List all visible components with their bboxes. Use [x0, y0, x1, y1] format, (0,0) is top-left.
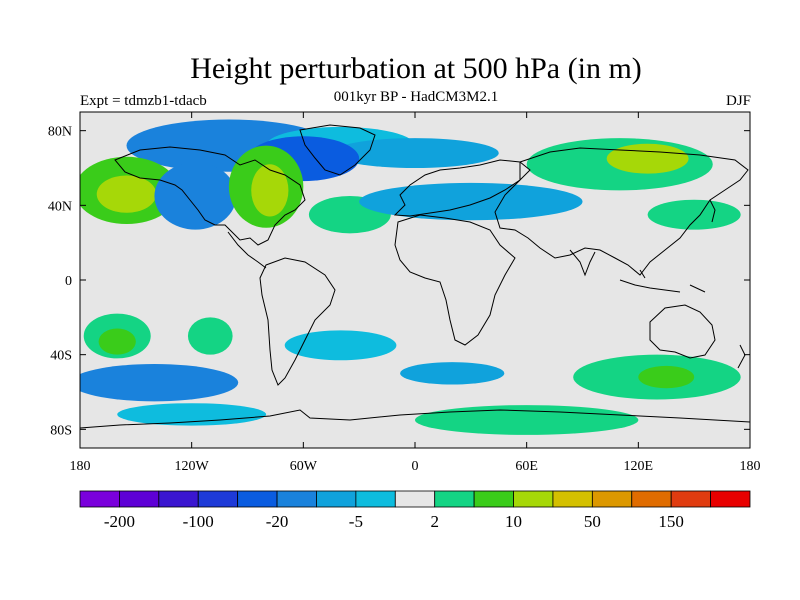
longitude-axis: 180 120W 60W 0 60E 120E 180 — [70, 112, 761, 474]
anomaly-region-21 — [638, 365, 695, 389]
colorbar-swatch-2 — [158, 490, 199, 508]
colorbar-swatch-14 — [631, 490, 672, 508]
anomaly-fields — [80, 119, 741, 435]
lon-tick-label-6: 180 — [740, 459, 761, 474]
colorbar-label-0: -200 — [104, 512, 135, 531]
anomaly-region-19 — [400, 362, 505, 385]
anomaly-region-5 — [96, 175, 157, 213]
colorbar: -200 -100 -20 -5 2 10 50 150 — [79, 490, 751, 531]
colorbar-swatch-7 — [355, 490, 396, 508]
coastline-asia — [494, 147, 749, 276]
anomaly-region-17 — [80, 364, 239, 402]
coastline-antarctica — [80, 409, 750, 429]
colorbar-swatch-3 — [197, 490, 239, 508]
colorbar-swatch-5 — [276, 490, 317, 508]
colorbar-label-2: -20 — [266, 512, 289, 531]
anomaly-region-22 — [415, 405, 639, 435]
coastline-japan — [709, 199, 716, 223]
colorbar-swatch-12 — [552, 490, 593, 508]
lon-tick-label-5: 120E — [624, 459, 654, 474]
colorbar-swatch-16 — [710, 490, 751, 508]
coastline-south-america — [259, 257, 336, 386]
lon-tick-label-4: 60E — [515, 459, 538, 474]
anomaly-region-6 — [154, 162, 237, 230]
coastline-india — [569, 249, 596, 277]
coastline-africa — [394, 214, 516, 346]
anomaly-region-2 — [331, 138, 499, 168]
colorbar-label-1: -100 — [183, 512, 214, 531]
colorbar-swatch-6 — [316, 490, 357, 508]
lon-tick-label-3: 0 — [412, 459, 419, 474]
anomaly-region-23 — [117, 403, 267, 426]
coastline-central-america — [227, 231, 267, 269]
anomaly-region-13 — [647, 199, 741, 230]
lat-tick-label-2: 0 — [65, 274, 72, 289]
latitude-axis: 80N 40N 0 40S 80S — [48, 125, 750, 438]
colorbar-label-6: 50 — [584, 512, 601, 531]
lon-tick-label-1: 120W — [175, 459, 210, 474]
lon-tick-label-2: 60W — [290, 459, 318, 474]
season-label: DJF — [725, 93, 751, 109]
chart-title: Height perturbation at 500 hPa (in m) — [190, 52, 642, 85]
map-plot-area — [79, 111, 751, 449]
colorbar-swatch-10 — [473, 490, 514, 508]
colorbar-swatch-11 — [513, 490, 554, 508]
lat-tick-label-4: 80S — [50, 423, 72, 438]
anomaly-region-12 — [606, 143, 689, 174]
coastline-indonesia — [619, 269, 706, 293]
chart-subtitle: 001kyr BP - HadCM3M2.1 — [333, 89, 499, 105]
colorbar-swatch-9 — [434, 490, 475, 508]
anomaly-region-8 — [251, 164, 289, 217]
colorbar-swatch-4 — [237, 490, 278, 508]
coastline-greenland — [299, 124, 376, 176]
colorbar-swatch-1 — [119, 490, 160, 508]
coastline-australia — [649, 304, 716, 359]
lat-tick-label-3: 40S — [50, 349, 72, 364]
coastline-north-america — [114, 146, 306, 246]
colorbar-swatch-8 — [394, 490, 436, 508]
colorbar-label-3: -5 — [349, 512, 363, 531]
experiment-label: Expt = tdmzb1-tdacb — [80, 93, 207, 109]
colorbar-swatch-15 — [670, 490, 711, 508]
anomaly-region-18 — [284, 330, 397, 361]
lat-tick-label-1: 40N — [48, 199, 72, 214]
colorbar-label-4: 2 — [430, 512, 439, 531]
coastlines — [80, 124, 750, 429]
colorbar-label-7: 150 — [658, 512, 684, 531]
anomaly-region-16 — [187, 317, 233, 355]
colorbar-label-5: 10 — [505, 512, 522, 531]
lon-tick-label-0: 180 — [70, 459, 91, 474]
colorbar-swatch-0 — [79, 490, 120, 508]
anomaly-region-10 — [359, 182, 583, 221]
anomaly-region-15 — [98, 328, 136, 355]
colorbar-swatch-13 — [591, 490, 633, 508]
lat-tick-label-0: 80N — [48, 125, 72, 140]
